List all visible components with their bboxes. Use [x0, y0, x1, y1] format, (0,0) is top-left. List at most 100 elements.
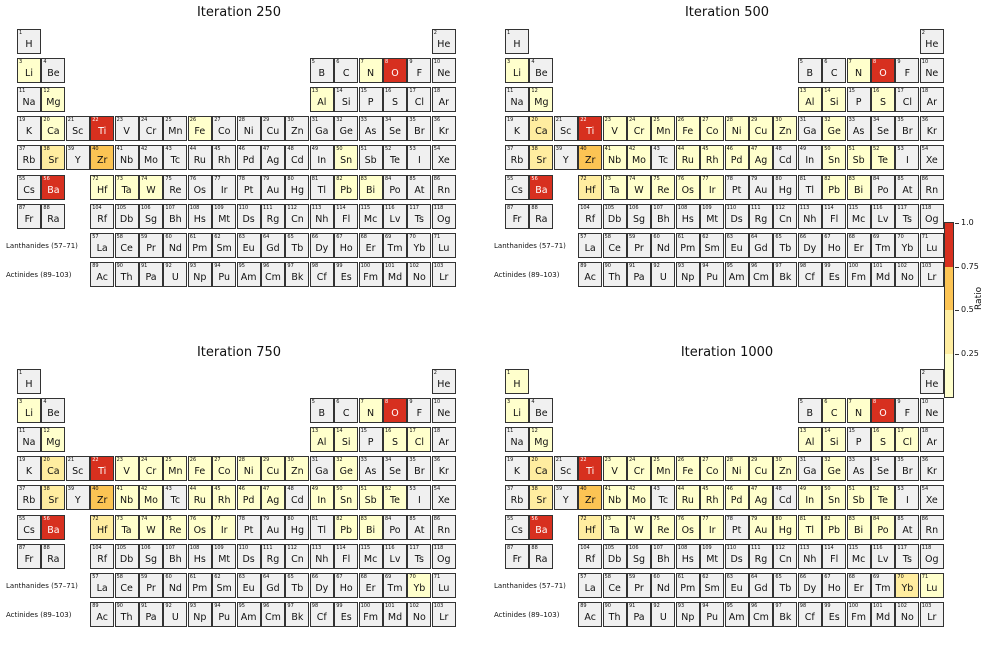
element-cell-pb: 82 Pb: [334, 514, 359, 540]
element-symbol: Hf: [96, 184, 108, 196]
element-symbol: Ac: [96, 271, 108, 283]
element-symbol: Xe: [925, 495, 938, 507]
element-cell-am: 95 Am: [236, 261, 261, 287]
element-symbol: Cf: [316, 611, 327, 623]
element-symbol: Mo: [631, 155, 646, 167]
element-symbol: Ni: [731, 466, 742, 478]
atomic-number: 82: [824, 515, 831, 522]
element-symbol: Pm: [680, 242, 696, 254]
element-symbol: Re: [169, 524, 182, 536]
element-symbol: Ho: [827, 582, 841, 594]
element-cell-he: 2 He: [919, 369, 944, 394]
element-symbol: Sc: [560, 466, 572, 478]
element-symbol: Ir: [220, 524, 228, 536]
atomic-number: 50: [824, 146, 831, 153]
atomic-number: 24: [629, 117, 636, 124]
element-symbol: Be: [47, 408, 60, 420]
element-cell-cm: 96 Cm: [261, 261, 285, 287]
element-cell-sm: 62 Sm: [212, 572, 237, 598]
element-symbol: Rn: [925, 184, 939, 196]
atomic-number: 31: [799, 457, 807, 464]
element-cell-tb: 65 Tb: [773, 572, 798, 598]
element-cell-es: 99 Es: [822, 601, 847, 627]
atomic-number: 78: [726, 515, 733, 522]
atomic-number: 22: [92, 457, 99, 464]
element-symbol: Tl: [317, 524, 327, 536]
element-symbol: Mn: [656, 126, 671, 138]
element-symbol: Gd: [754, 242, 768, 254]
element-cell-rb: 37 Rb: [17, 485, 41, 511]
atomic-number: 99: [336, 602, 343, 609]
element-cell-br: 35 Br: [407, 456, 432, 482]
element-symbol: Mg: [46, 97, 61, 109]
element-cell-fm: 100 Fm: [358, 601, 383, 627]
atomic-number: 63: [238, 573, 245, 580]
atomic-number: 103: [433, 602, 444, 609]
element-symbol: Al: [317, 97, 327, 109]
atomic-number: 83: [848, 515, 855, 522]
colorbar-segment: [945, 223, 953, 267]
atomic-number: 89: [92, 262, 99, 269]
element-symbol: Ds: [242, 553, 255, 565]
element-cell-rf: 104 Rf: [578, 203, 603, 229]
element-symbol: Pa: [633, 271, 645, 283]
element-cell-os: 76 Os: [187, 514, 212, 540]
element-symbol: Ra: [535, 213, 548, 225]
element-cell-ga: 31 Ga: [309, 456, 334, 482]
element-symbol: At: [414, 524, 425, 536]
atomic-number: 25: [653, 457, 660, 464]
element-cell-fr: 87 Fr: [17, 543, 41, 569]
element-symbol: Pu: [706, 611, 718, 623]
element-symbol: Hs: [681, 553, 694, 565]
atomic-number: 102: [409, 262, 419, 269]
element-symbol: Fm: [363, 271, 378, 283]
element-cell-s: 16 S: [871, 87, 895, 113]
element-symbol: Na: [22, 97, 36, 109]
element-cell-ts: 117 Ts: [407, 543, 432, 569]
colorbar-tick: [955, 266, 959, 268]
element-cell-hs: 108 Hs: [675, 203, 700, 229]
element-symbol: Pm: [192, 582, 208, 594]
element-symbol: Md: [387, 611, 403, 623]
element-symbol: Ar: [926, 437, 937, 449]
element-symbol: W: [146, 184, 156, 196]
atomic-number: 35: [897, 117, 904, 124]
atomic-number: 72: [580, 175, 587, 182]
atomic-number: 65: [287, 233, 294, 240]
atomic-number: 70: [409, 233, 416, 240]
element-symbol: Cl: [414, 437, 425, 449]
element-symbol: Ne: [925, 408, 939, 420]
element-cell-as: 33 As: [358, 116, 383, 142]
element-cell-db: 105 Db: [602, 203, 627, 229]
element-symbol: Sm: [704, 242, 720, 254]
element-symbol: Na: [22, 437, 36, 449]
element-cell-no: 102 No: [407, 261, 432, 287]
element-symbol: Ne: [925, 68, 939, 80]
element-cell-ts: 117 Ts: [895, 543, 920, 569]
element-symbol: Th: [608, 611, 621, 623]
atomic-number: 11: [507, 428, 514, 435]
element-cell-np: 93 Np: [675, 601, 700, 627]
atomic-number: 86: [433, 515, 441, 522]
atomic-number: 68: [848, 573, 855, 580]
atomic-number: 67: [824, 573, 831, 580]
element-cell-tl: 81 Tl: [309, 514, 334, 540]
element-cell-se: 34 Se: [871, 116, 895, 142]
element-cell-lv: 116 Lv: [383, 543, 407, 569]
element-symbol: Ga: [803, 126, 817, 138]
element-symbol: Br: [902, 466, 913, 478]
element-symbol: Si: [341, 97, 351, 109]
element-symbol: Ag: [754, 155, 768, 167]
element-cell-po: 84 Po: [383, 514, 407, 540]
element-cell-dy: 66 Dy: [797, 572, 822, 598]
element-symbol: Cf: [804, 611, 815, 623]
atomic-number: 17: [897, 88, 904, 95]
element-cell-am: 95 Am: [236, 601, 261, 627]
atomic-number: 26: [189, 457, 197, 464]
element-symbol: Li: [25, 408, 33, 420]
atomic-number: 40: [92, 486, 99, 493]
atomic-number: 101: [385, 262, 395, 269]
element-symbol: Ba: [535, 524, 548, 536]
